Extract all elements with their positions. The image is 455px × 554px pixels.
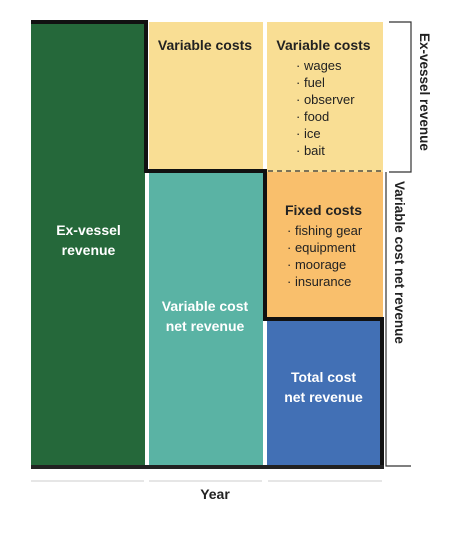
list-item: insurance	[287, 273, 362, 290]
cost-step-line	[31, 20, 384, 467]
variable-cost-net-revenue-block	[146, 172, 264, 468]
total-cost-net-revenue-label-line1: Total cost	[290, 369, 357, 385]
variable-cost-net-revenue-label: Variable cost net revenue	[146, 296, 264, 336]
ex-vessel-revenue-bracket-label: Ex-vessel revenue	[417, 33, 432, 151]
ex-vessel-revenue-label-line2: revenue	[61, 242, 116, 258]
list-item: moorage	[287, 256, 362, 273]
list-item: food	[296, 108, 355, 125]
list-item: ice	[296, 125, 355, 142]
ex-vessel-revenue-label: Ex-vessel revenue	[31, 220, 146, 260]
list-item: observer	[296, 91, 355, 108]
total-cost-net-revenue-label-line2: net revenue	[284, 389, 363, 405]
list-item: equipment	[287, 239, 362, 256]
variable-cost-net-revenue-label-line2: net revenue	[165, 318, 245, 334]
variable-costs-title-col2: Variable costs	[157, 37, 253, 53]
variable-cost-net-revenue-label-line1: Variable cost	[161, 298, 249, 314]
variable-costs-block-col2	[146, 22, 264, 172]
total-cost-net-revenue-block	[264, 320, 383, 468]
ex-vessel-revenue-label-line1: Ex-vessel	[56, 222, 121, 238]
list-item: bait	[296, 142, 355, 159]
variable-cost-net-revenue-bracket	[385, 172, 411, 467]
ex-vessel-revenue-block	[31, 22, 146, 468]
fixed-cost-items: fishing gear equipment moorage insurance	[287, 222, 362, 290]
variable-cost-items: wages fuel observer food ice bait	[296, 57, 355, 159]
list-item: fuel	[296, 74, 355, 91]
x-axis-label: Year	[200, 486, 230, 502]
ex-vessel-revenue-bracket	[389, 21, 412, 173]
column-gap-1	[145, 22, 149, 468]
total-cost-net-revenue-label: Total cost net revenue	[264, 367, 383, 407]
list-item: wages	[296, 57, 355, 74]
list-item: fishing gear	[287, 222, 362, 239]
variable-cost-net-revenue-bracket-label: Variable cost net revenue	[392, 181, 407, 344]
fixed-costs-title: Fixed costs	[284, 202, 363, 218]
variable-costs-title-col3: Variable costs	[276, 37, 371, 53]
